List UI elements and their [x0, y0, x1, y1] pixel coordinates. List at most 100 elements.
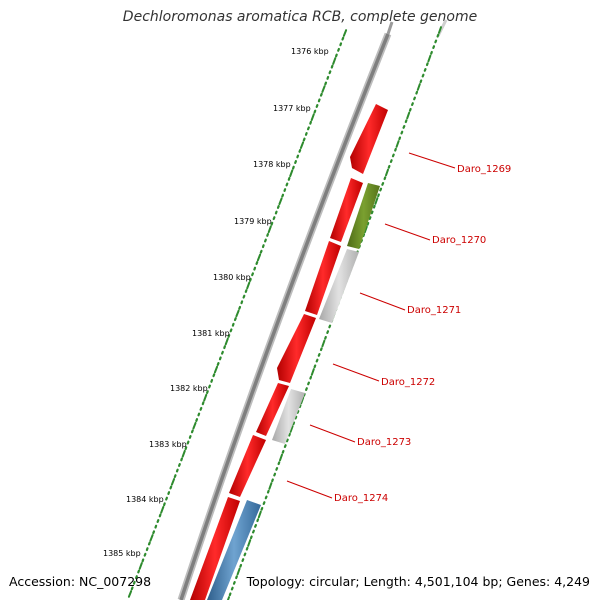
minor-tick	[423, 67, 427, 72]
minor-tick	[239, 563, 243, 568]
minor-tick	[167, 491, 171, 495]
minor-tick	[285, 438, 289, 443]
minor-tick	[341, 36, 345, 41]
major-tick	[289, 169, 294, 178]
minor-tick	[394, 147, 397, 152]
major-tick	[236, 567, 241, 576]
minor-tick	[366, 221, 370, 226]
major-tick	[374, 197, 379, 205]
major-tick	[395, 140, 400, 148]
gene-label[interactable]: Daro_1271	[407, 305, 461, 316]
minor-tick	[230, 586, 234, 591]
gene-feature-blue[interactable]	[207, 500, 261, 600]
minor-tick	[328, 324, 332, 329]
gene-feature-red[interactable]	[190, 497, 240, 600]
minor-tick	[145, 547, 149, 552]
gene-feature-red[interactable]	[277, 314, 316, 383]
gene-label[interactable]: Daro_1273	[357, 437, 411, 448]
minor-tick	[240, 300, 244, 305]
minor-tick	[294, 160, 297, 164]
tick-labels: 1376 kbp 1377 kbp 1378 kbp 1379 kbp 1380…	[103, 47, 329, 558]
minor-tick	[400, 130, 404, 135]
minor-tick	[199, 406, 203, 411]
tick-label: 1377 kbp	[273, 104, 311, 113]
minor-tick	[249, 277, 252, 282]
minor-tick	[271, 478, 274, 483]
major-tick	[363, 225, 368, 234]
minor-tick	[175, 468, 179, 473]
gene-feature-red[interactable]	[305, 241, 341, 315]
minor-tick	[188, 435, 192, 439]
minor-tick	[337, 47, 340, 52]
minor-tick	[368, 216, 372, 220]
major-tick	[267, 225, 272, 234]
minor-tick	[262, 501, 266, 505]
minor-tick	[264, 238, 267, 243]
major-tick	[127, 590, 133, 598]
minor-tick	[292, 165, 295, 170]
minor-tick	[313, 109, 317, 114]
minor-tick	[309, 375, 313, 380]
minor-tick	[315, 103, 319, 108]
minor-tick	[411, 102, 414, 107]
major-tick	[342, 29, 348, 37]
minor-tick	[283, 188, 287, 192]
tick-label: 1382 kbp	[170, 384, 208, 393]
minor-tick	[430, 50, 433, 55]
gene-feature-red[interactable]	[350, 104, 388, 174]
minor-tick	[370, 210, 374, 215]
gene-feature-red[interactable]	[256, 383, 289, 436]
minor-tick	[270, 221, 274, 226]
major-tick	[170, 478, 176, 486]
minor-tick	[137, 569, 140, 574]
minor-tick	[135, 575, 138, 580]
minor-tick	[419, 79, 423, 84]
label-leaders	[286, 152, 456, 499]
minor-tick	[389, 159, 393, 163]
minor-tick	[147, 541, 151, 546]
minor-tick	[372, 204, 376, 209]
minor-tick	[408, 107, 412, 112]
gene-feature-red[interactable]	[330, 178, 363, 242]
major-tick	[181, 449, 186, 458]
minor-tick	[315, 358, 319, 363]
minor-tick	[235, 575, 238, 580]
gene-feature-gray[interactable]	[319, 249, 359, 323]
minor-tick	[229, 328, 233, 333]
minor-tick	[288, 432, 291, 437]
gene-label[interactable]: Daro_1270	[432, 235, 486, 246]
minor-tick	[154, 524, 158, 529]
minor-tick	[212, 373, 216, 378]
major-tick	[310, 113, 315, 121]
accession-text: Accession: NC_007298	[9, 574, 152, 589]
outer-tick-ring	[127, 29, 348, 598]
minor-tick	[317, 98, 321, 103]
tick-label: 1383 kbp	[149, 440, 187, 449]
minor-tick	[421, 73, 425, 78]
minor-tick	[273, 472, 277, 477]
gene-label[interactable]: Daro_1269	[457, 164, 511, 175]
minor-tick	[233, 317, 237, 322]
minor-tick	[294, 415, 298, 420]
minor-tick	[152, 530, 156, 535]
minor-tick	[195, 418, 199, 422]
gene-feature-gray[interactable]	[272, 389, 305, 444]
gene-feature-green[interactable]	[347, 183, 380, 249]
gene-feature-red[interactable]	[229, 435, 266, 497]
major-tick	[279, 453, 283, 462]
tick-label: 1379 kbp	[234, 217, 272, 226]
minor-tick	[184, 446, 188, 451]
minor-tick	[302, 137, 306, 142]
minor-tick	[296, 410, 300, 414]
minor-tick	[319, 92, 323, 97]
minor-tick	[281, 449, 285, 454]
tick-label: 1385 kbp	[103, 549, 141, 558]
gene-label[interactable]: Daro_1274	[334, 493, 388, 504]
minor-tick	[143, 552, 147, 557]
minor-tick	[319, 347, 323, 352]
minor-tick	[249, 535, 253, 540]
minor-tick	[305, 387, 308, 391]
gene-label[interactable]: Daro_1272	[381, 377, 435, 388]
major-tick	[138, 562, 143, 570]
